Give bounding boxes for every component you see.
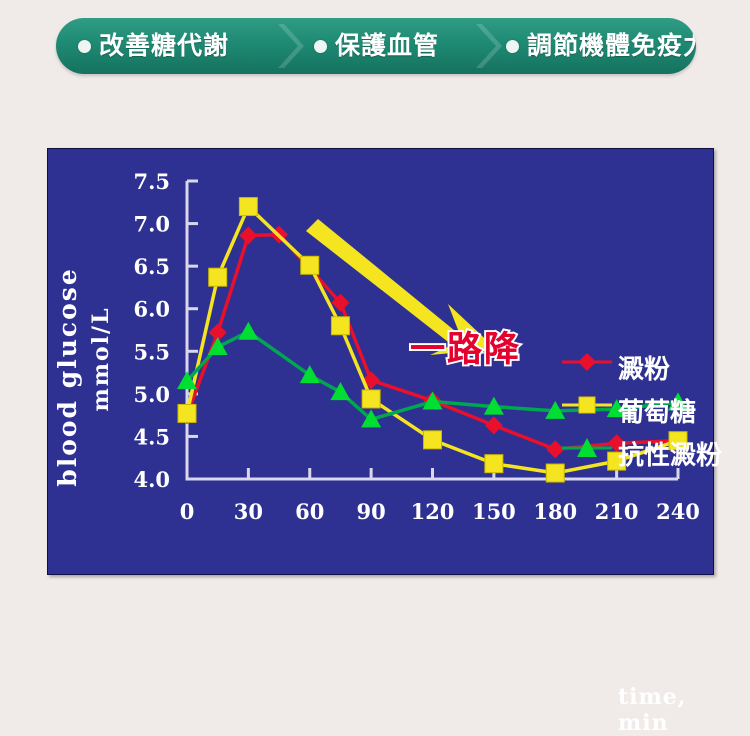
svg-text:7.5: 7.5 <box>133 169 170 194</box>
svg-text:90: 90 <box>357 499 386 524</box>
banner-segment-2-label: 保護血管 <box>335 31 440 60</box>
legend-item-starch[interactable]: 澱粉 <box>560 347 750 384</box>
banner-segment-1-label: 改善糖代謝 <box>99 31 230 60</box>
y-axis-ticklabels: 4.0 4.5 5.0 5.5 6.0 6.5 7.0 7.5 <box>133 169 170 492</box>
legend-item-glucose[interactable]: 葡萄糖 <box>560 390 750 427</box>
svg-text:6.5: 6.5 <box>133 254 170 279</box>
chart-series-group <box>177 197 688 483</box>
svg-text:120: 120 <box>411 499 455 524</box>
svg-text:blood glucose: blood glucose <box>53 267 82 487</box>
svg-text:4.5: 4.5 <box>133 424 170 449</box>
svg-text:4.0: 4.0 <box>133 467 170 492</box>
feature-banner: 改善糖代謝 保護血管 調節機體免疫力 <box>56 18 696 74</box>
legend-swatch-square-icon <box>562 396 612 414</box>
legend-swatch-triangle-icon <box>562 438 612 457</box>
svg-text:mmol/L: mmol/L <box>88 306 114 411</box>
banner-segment-3-label: 調節機體免疫力 <box>527 31 696 60</box>
svg-text:6.0: 6.0 <box>133 297 170 322</box>
svg-text:5.5: 5.5 <box>133 339 170 364</box>
chart-axes <box>185 179 680 481</box>
chevron-right-icon <box>278 24 304 68</box>
legend-swatch-diamond-icon <box>562 353 612 371</box>
banner-segment-1[interactable]: 改善糖代謝 <box>78 18 229 74</box>
chart-annotation: 一路降 <box>410 330 522 369</box>
svg-text:60: 60 <box>295 499 324 524</box>
dot-icon <box>78 39 91 53</box>
chart-legend: 澱粉 葡萄糖 抗性澱粉 <box>560 347 750 470</box>
y-axis-title: blood glucose mmol/L <box>53 267 114 487</box>
chart-panel: 4.0 4.5 5.0 5.5 6.0 6.5 7.0 7.5 0 30 60 90 120 150 18… <box>47 148 722 736</box>
chevron-right-icon <box>476 24 502 68</box>
svg-text:30: 30 <box>234 499 263 524</box>
banner-segment-2[interactable]: 保護血管 <box>314 18 439 74</box>
svg-text:240: 240 <box>656 499 700 524</box>
legend-label-glucose: 葡萄糖 <box>618 397 697 427</box>
x-axis-title: time, min <box>618 684 687 736</box>
dot-icon <box>314 39 327 53</box>
trend-arrow-icon <box>306 219 496 355</box>
banner-segment-3[interactable]: 調節機體免疫力 <box>506 18 696 74</box>
svg-text:180: 180 <box>533 499 577 524</box>
svg-text:0: 0 <box>180 499 195 524</box>
svg-text:150: 150 <box>472 499 516 524</box>
line-chart: 4.0 4.5 5.0 5.5 6.0 6.5 7.0 7.5 0 30 60 90 120 150 18… <box>53 169 700 524</box>
chart-annotation-outline: 一路降 <box>408 330 522 369</box>
svg-text:7.0: 7.0 <box>133 212 170 237</box>
svg-text:5.0: 5.0 <box>133 382 170 407</box>
legend-label-starch: 澱粉 <box>618 354 671 384</box>
svg-text:210: 210 <box>595 499 639 524</box>
legend-item-resistant-starch[interactable]: 抗性澱粉 <box>560 433 750 470</box>
dot-icon <box>506 39 519 53</box>
legend-label-resistant-starch: 抗性澱粉 <box>618 440 723 470</box>
x-axis-ticklabels: 0 30 60 90 120 150 180 210 240 <box>180 499 700 524</box>
